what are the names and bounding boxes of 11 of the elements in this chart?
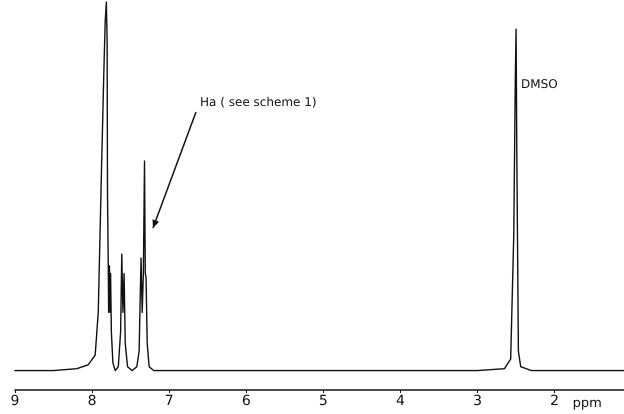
x-tick-label: 9 (10, 393, 20, 409)
x-tick-label: 6 (242, 393, 251, 409)
x-tick-label: 4 (396, 393, 405, 409)
annotation: DMSO (521, 77, 558, 91)
x-tick-label: 5 (318, 393, 328, 409)
x-tick-label: 8 (88, 393, 97, 409)
x-axis-title: ppm (572, 396, 602, 411)
x-tick-label: 7 (164, 393, 174, 409)
x-tick-label: 3 (473, 393, 482, 409)
x-tick-label: 2 (550, 393, 560, 409)
annotation: Ha ( see scheme 1) (200, 95, 317, 109)
